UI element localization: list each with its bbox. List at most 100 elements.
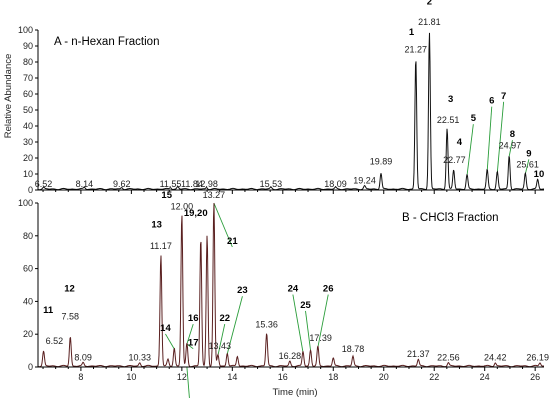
retention-time-label: 18.09 bbox=[324, 179, 347, 189]
retention-time-label: 22.77 bbox=[443, 155, 466, 165]
retention-time-label: 19.89 bbox=[370, 156, 393, 166]
y-tick-label: 30 bbox=[23, 137, 33, 147]
retention-time-label: 10.33 bbox=[128, 352, 151, 362]
y-tick-label: 80 bbox=[23, 231, 33, 241]
retention-time-label: 15.36 bbox=[255, 320, 278, 330]
peak-number-label: 16 bbox=[188, 313, 199, 324]
peak-number-label: 21 bbox=[227, 236, 238, 247]
y-tick-label: 60 bbox=[23, 264, 33, 274]
y-tick-label: 40 bbox=[23, 296, 33, 306]
panel-b-trace bbox=[37, 202, 544, 368]
y-tick-label: 40 bbox=[23, 121, 33, 131]
x-tick-label: 10 bbox=[126, 372, 136, 382]
peak-leader-line bbox=[305, 310, 312, 351]
peak-leader-line bbox=[186, 323, 194, 345]
retention-time-label: 7.58 bbox=[62, 311, 80, 321]
x-tick-label: 14 bbox=[227, 372, 237, 382]
y-tick-label: 20 bbox=[23, 329, 33, 339]
retention-time-label: 11.17 bbox=[150, 241, 172, 251]
y-tick-label: 0 bbox=[28, 185, 33, 195]
retention-time-label: 24.97 bbox=[499, 140, 522, 150]
y-tick-label: 20 bbox=[23, 153, 33, 163]
panel-b-title: B - CHCl3 Fraction bbox=[402, 212, 499, 224]
x-axis-label: Time (min) bbox=[272, 387, 317, 398]
peak-number-label: 7 bbox=[501, 91, 506, 102]
retention-time-label: 24.42 bbox=[484, 352, 507, 362]
retention-time-label: 15.53 bbox=[260, 179, 283, 189]
peak-number-label: 25 bbox=[300, 300, 311, 311]
retention-time-label: 22.51 bbox=[437, 115, 460, 125]
y-tick-label: 100 bbox=[18, 25, 33, 35]
peak-number-label: 26 bbox=[323, 284, 334, 295]
peak-number-label: 22 bbox=[219, 313, 230, 324]
y-tick-label: 100 bbox=[18, 198, 33, 208]
x-tick-label: 20 bbox=[379, 372, 389, 382]
peak-number-label: 2 bbox=[427, 0, 432, 7]
retention-time-label: 11.84 bbox=[181, 179, 203, 189]
peak-number-label: 10 bbox=[534, 169, 545, 180]
peak-number-label: 6 bbox=[489, 96, 494, 107]
y-tick-label: 70 bbox=[23, 73, 33, 83]
panel-a-trace bbox=[37, 32, 544, 191]
peak-number-label: 14 bbox=[160, 323, 171, 334]
retention-time-label: 26.19 bbox=[526, 352, 549, 362]
x-tick-label: 22 bbox=[429, 372, 439, 382]
peak-number-label: 24 bbox=[288, 284, 299, 295]
x-tick-label: 24 bbox=[480, 372, 490, 382]
peak-leader-line bbox=[486, 106, 493, 171]
retention-time-label: 21.27 bbox=[405, 44, 428, 54]
peak-leader-line bbox=[165, 333, 175, 350]
peak-number-label: 23 bbox=[237, 285, 248, 296]
panel-b: B - CHCl3 Fraction 0 20 40 60 80 100 8 10 12 14 16… bbox=[18, 190, 549, 401]
x-tick-label: 26 bbox=[530, 372, 540, 382]
peak-number-label: 15 bbox=[161, 190, 172, 201]
retention-time-label: 18.78 bbox=[342, 344, 365, 354]
retention-time-label: 12.00 bbox=[171, 202, 194, 212]
peak-number-label: 17 bbox=[188, 338, 199, 349]
peak-leader-line bbox=[466, 124, 474, 176]
peak-leader-line bbox=[217, 323, 226, 356]
retention-time-label: 11.55 bbox=[160, 179, 182, 189]
retention-time-label: 21.81 bbox=[418, 17, 441, 27]
peak-number-label: 13 bbox=[151, 220, 162, 231]
peak-leader-line bbox=[186, 366, 190, 399]
retention-time-label: 17.39 bbox=[309, 333, 332, 343]
peak-number-label: 9 bbox=[526, 148, 531, 159]
peak-leader-line bbox=[524, 159, 530, 175]
retention-time-label: 16.28 bbox=[279, 351, 302, 361]
peak-number-label: 8 bbox=[510, 129, 515, 140]
retention-time-label: 12.98 bbox=[195, 179, 218, 189]
panel-a-title: A - n-Hexan Fraction bbox=[54, 36, 159, 48]
peak-leader-line bbox=[226, 296, 243, 354]
retention-time-label: 22.56 bbox=[437, 352, 460, 362]
peak-number-label: 19,20 bbox=[184, 208, 208, 219]
retention-time-label: 6.52 bbox=[46, 336, 64, 346]
x-tick-label: 18 bbox=[328, 372, 338, 382]
y-tick-label: 60 bbox=[23, 89, 33, 99]
peak-leader-line bbox=[213, 202, 233, 248]
panel-a: A - n-Hexan Fraction 0 10 20 30 40 50 60 70 80 90… bbox=[18, 0, 544, 195]
retention-time-label: 8.14 bbox=[76, 179, 94, 189]
retention-time-label: 8.09 bbox=[74, 352, 92, 362]
retention-time-label: 19.24 bbox=[353, 176, 376, 186]
peak-leader-line bbox=[317, 294, 329, 348]
x-tick-label: 16 bbox=[278, 372, 288, 382]
peak-number-label: 3 bbox=[448, 94, 453, 105]
retention-time-label: 21.37 bbox=[407, 349, 430, 359]
y-tick-label: 50 bbox=[23, 105, 33, 115]
peak-leader-line bbox=[508, 140, 513, 157]
x-tick-label: 8 bbox=[78, 372, 83, 382]
peak-number-label: 5 bbox=[471, 113, 477, 124]
retention-time-label: 25.61 bbox=[516, 160, 539, 170]
y-tick-label: 90 bbox=[23, 41, 33, 51]
peak-leader-line bbox=[496, 101, 505, 173]
peak-leader-line bbox=[292, 294, 304, 353]
peak-number-label: 12 bbox=[64, 284, 75, 295]
y-tick-label: 80 bbox=[23, 57, 33, 67]
peak-number-label: 1 bbox=[409, 27, 415, 38]
y-tick-label: 0 bbox=[28, 362, 33, 372]
y-tick-label: 10 bbox=[23, 169, 33, 179]
retention-time-label: 13.43 bbox=[208, 341, 231, 351]
peak-leader-line bbox=[186, 343, 194, 350]
